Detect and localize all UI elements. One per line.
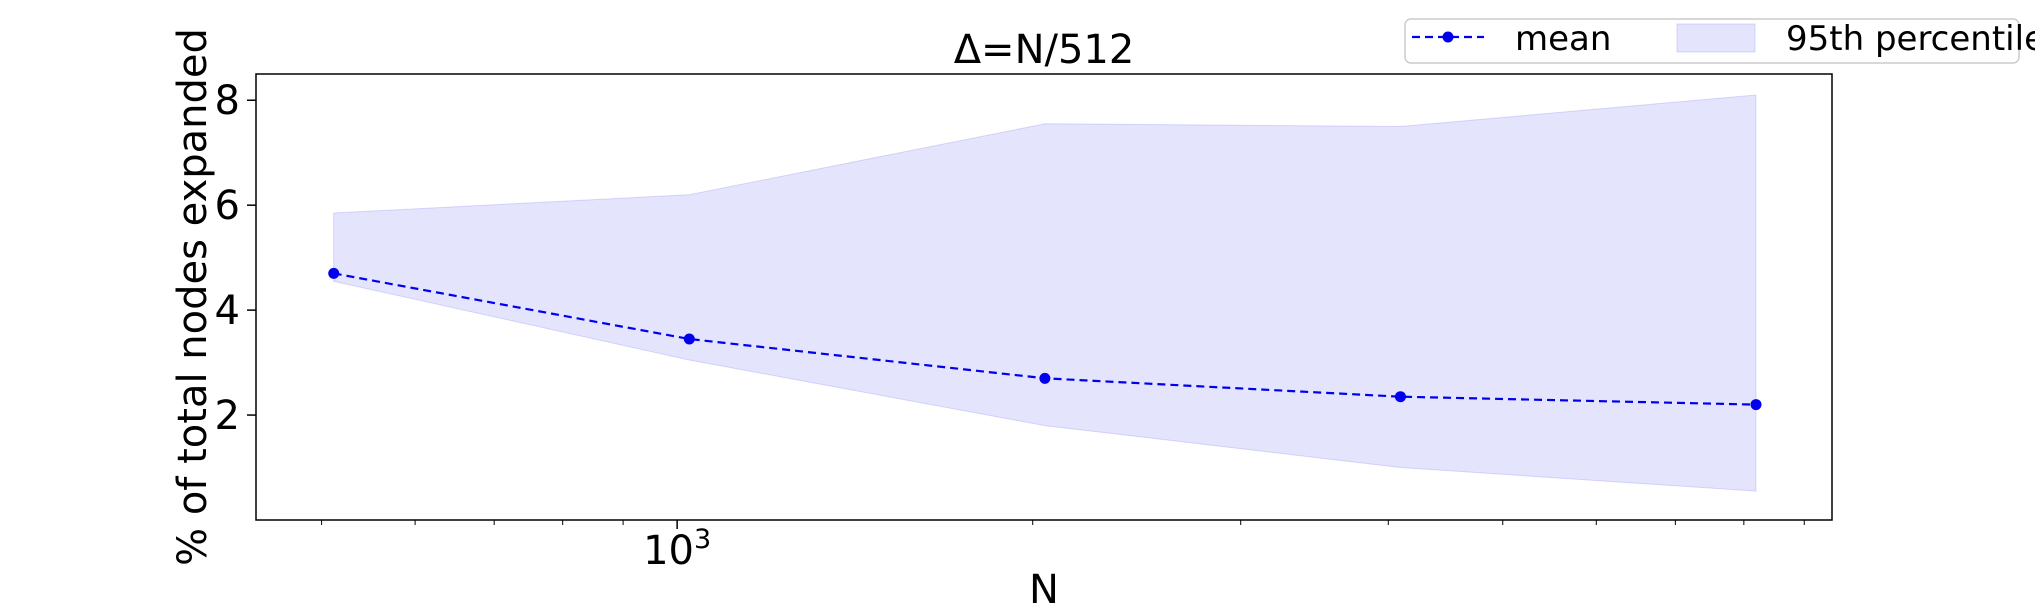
legend-percentile-swatch bbox=[1676, 23, 1756, 53]
mean-point bbox=[1039, 372, 1051, 384]
mean-point bbox=[1394, 391, 1406, 403]
x-axis: 103 bbox=[321, 520, 1805, 574]
mean-point bbox=[328, 267, 340, 279]
mean-points bbox=[328, 267, 1762, 411]
y-tick-label: 6 bbox=[215, 183, 240, 229]
percentile-band bbox=[333, 94, 1757, 492]
y-tick-label: 4 bbox=[215, 288, 240, 334]
plot-area bbox=[255, 73, 1833, 521]
legend: mean 95th percentile bbox=[1404, 18, 2035, 64]
y-axis: 2 4 6 8 bbox=[215, 78, 256, 439]
mean-point bbox=[1750, 399, 1762, 411]
legend-mean-label: mean bbox=[1515, 19, 1611, 59]
y-axis-label: % of total nodes expanded bbox=[170, 28, 216, 566]
y-tick-label: 2 bbox=[215, 393, 240, 439]
legend-percentile-label: 95th percentile bbox=[1786, 19, 2035, 59]
legend-box bbox=[1404, 18, 2020, 64]
y-tick-label: 8 bbox=[215, 78, 240, 124]
chart-title: Δ=N/512 bbox=[954, 27, 1135, 73]
x-axis-label: N bbox=[1029, 567, 1059, 611]
legend-mean-marker bbox=[1442, 31, 1454, 43]
x-tick-label: 103 bbox=[643, 524, 711, 574]
mean-point bbox=[683, 333, 695, 345]
plot-frame bbox=[255, 73, 1833, 521]
